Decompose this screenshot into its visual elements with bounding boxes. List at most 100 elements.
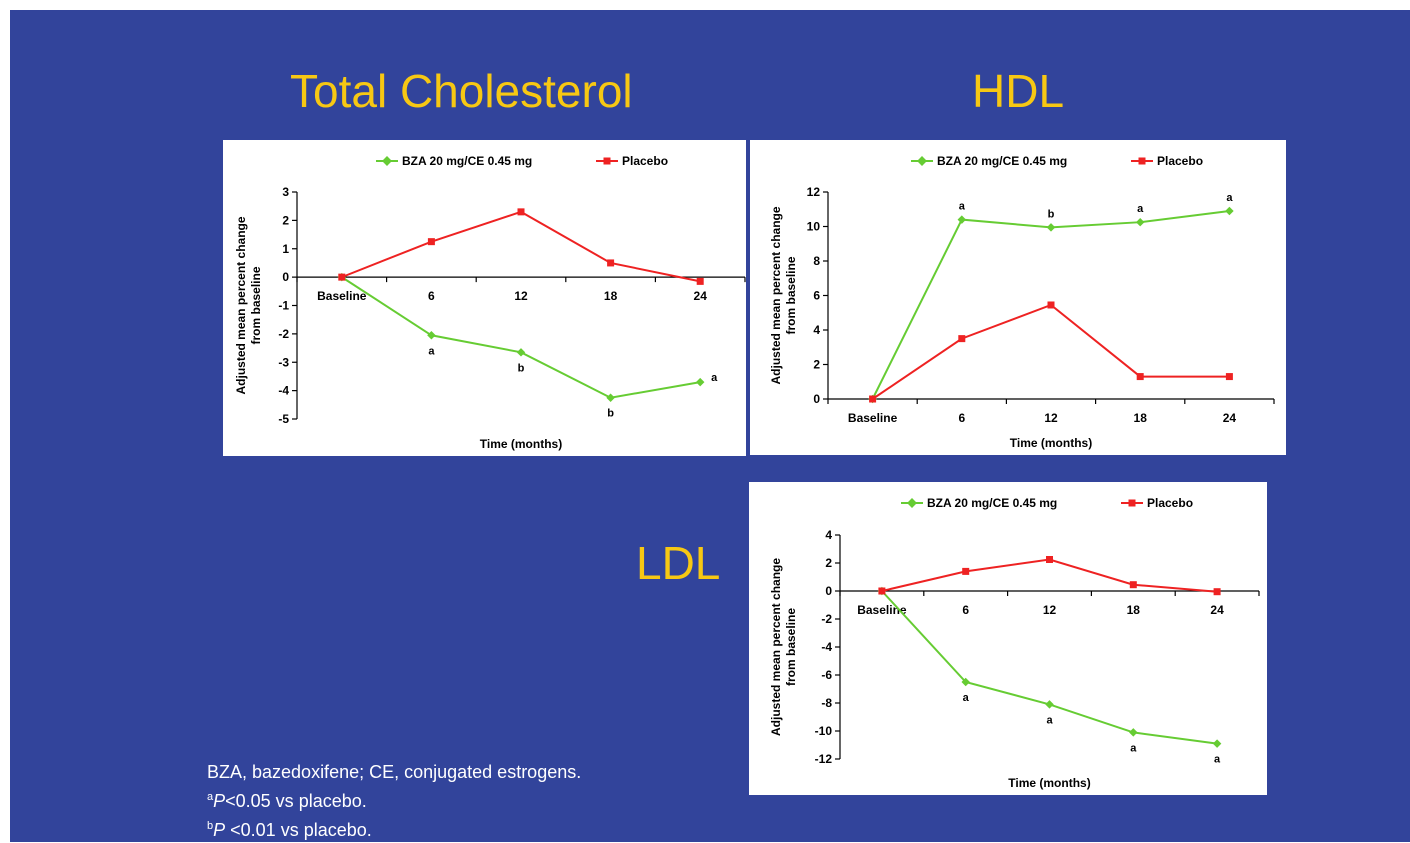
legend-label-bza: BZA 20 mg/CE 0.45 mg [927,496,1057,510]
y-tick-label: 3 [282,185,289,199]
series-line-placebo [341,210,701,283]
data-point-bza [1129,728,1138,737]
series-line-placebo [872,303,1230,400]
y-tick-label: 4 [813,323,820,337]
significance-label: a [963,692,970,704]
footnote-b-text: <0.01 vs placebo. [225,820,372,840]
legend-label-bza: BZA 20 mg/CE 0.45 mg [402,154,532,168]
footnotes: BZA, bazedoxifene; CE, conjugated estrog… [207,760,581,843]
y-tick-label: -4 [821,640,832,654]
footnote-a-text: <0.05 vs placebo. [225,791,367,811]
x-tick-label: 6 [962,603,969,617]
y-tick-label: 2 [825,556,832,570]
hdl-chart: BZA 20 mg/CE 0.45 mg Placebo 12 10 8 6 4 2 0 Base… [769,154,1275,450]
x-tick-label: 18 [604,289,618,303]
y-tick-label: -1 [278,299,289,313]
legend-marker-placebo [603,157,611,165]
x-tick-label: Baseline [857,603,907,617]
y-tick-label: -6 [821,668,832,682]
data-point-bza [1045,700,1054,709]
y-tick-label: -5 [278,412,289,426]
data-point-bza [957,215,967,224]
y-tick-label: -2 [278,327,289,341]
footnote-a-p: P [213,791,226,811]
y-tick-label: -8 [821,696,832,710]
data-point-placebo [878,587,886,595]
series-placebo [338,208,704,285]
significance-label: b [1048,208,1055,220]
data-point-placebo [1136,373,1144,381]
series-line-placebo [881,558,1218,593]
footnote-a: aP<0.05 vs placebo. [207,785,581,814]
data-point-placebo [427,238,435,246]
y-tick-label: 10 [807,220,821,234]
x-axis-title: Time (months) [1010,436,1092,450]
x-tick-label: 18 [1127,603,1141,617]
legend: BZA 20 mg/CE 0.45 mg Placebo [901,496,1193,510]
footnote-b-p: P [213,820,226,840]
legend: BZA 20 mg/CE 0.45 mg Placebo [376,154,668,168]
data-point-bza [1212,739,1222,748]
footnote-a-marker: a [207,791,214,803]
legend-marker-bza [917,156,927,166]
data-point-bza [606,393,615,402]
x-tick-label: 12 [1043,603,1057,617]
footnote-b-marker: b [207,820,214,832]
data-point-bza [695,377,705,387]
x-tick-label: 24 [1223,411,1237,425]
series-placebo [878,556,1221,596]
legend-marker-bza [907,498,917,508]
significance-label: b [607,408,614,420]
x-tick-label: Baseline [317,289,367,303]
heading-total-cholesterol: Total Cholesterol [290,65,633,117]
data-point-placebo [1225,373,1233,381]
legend-label-bza: BZA 20 mg/CE 0.45 mg [937,154,1067,168]
y-tick-label: -3 [278,355,289,369]
data-point-placebo [869,395,877,403]
legend-marker-placebo [1138,157,1146,165]
x-tick-label: 6 [958,411,965,425]
x-tick-label: 6 [428,289,435,303]
x-tick-label: 24 [694,289,708,303]
data-point-bza [516,348,526,357]
data-point-bza [1225,206,1234,216]
y-tick-label: 0 [282,270,289,284]
data-point-placebo [1047,301,1055,309]
data-point-placebo [1129,581,1137,589]
footnote-b: bP <0.01 vs placebo. [207,814,581,843]
series-placebo [869,301,1233,403]
significance-label: a [1130,742,1137,754]
legend-marker-placebo [1128,499,1136,507]
slide-background: Total Cholesterol HDL LDL BZA 20 mg/CE 0… [10,10,1410,842]
data-point-placebo [958,335,966,343]
data-point-placebo [338,273,346,281]
x-axis-title: Time (months) [480,437,562,451]
y-axis-title: Adjusted mean percent changefrom baselin… [234,216,263,394]
data-point-placebo [962,567,970,575]
data-point-bza [427,331,436,340]
x-tick-label: 12 [514,289,528,303]
data-point-placebo [517,208,525,216]
x-axis-title: Time (months) [1008,776,1090,790]
significance-label: a [1214,754,1221,766]
legend-label-placebo: Placebo [1157,154,1203,168]
significance-label: a [1226,192,1233,204]
significance-label: b [518,362,525,374]
significance-label: a [711,372,718,384]
y-tick-label: 0 [825,584,832,598]
y-axis-title: Adjusted mean percent changefrom baselin… [769,206,798,384]
legend-marker-bza [382,156,392,166]
total-cholesterol-chart: BZA 20 mg/CE 0.45 mg Placebo 3 2 1 0 -1 -2 -3 -4 -… [234,154,746,451]
footnote-abbreviations: BZA, bazedoxifene; CE, conjugated estrog… [207,762,582,782]
heading-ldl: LDL [636,537,721,589]
x-tick-label: 24 [1210,603,1224,617]
y-tick-label: 2 [813,358,820,372]
y-tick-label: 1 [282,242,289,256]
data-point-placebo [1213,588,1221,596]
y-axis-title: Adjusted mean percent changefrom baselin… [769,558,798,736]
data-point-placebo [696,277,704,285]
x-tick-label: Baseline [848,411,898,425]
data-point-placebo [607,259,615,267]
ldl-chart-panel: BZA 20 mg/CE 0.45 mg Placebo 4 2 0 -2 -4 -6 -8 -1… [749,482,1267,795]
legend-label-placebo: Placebo [1147,496,1193,510]
